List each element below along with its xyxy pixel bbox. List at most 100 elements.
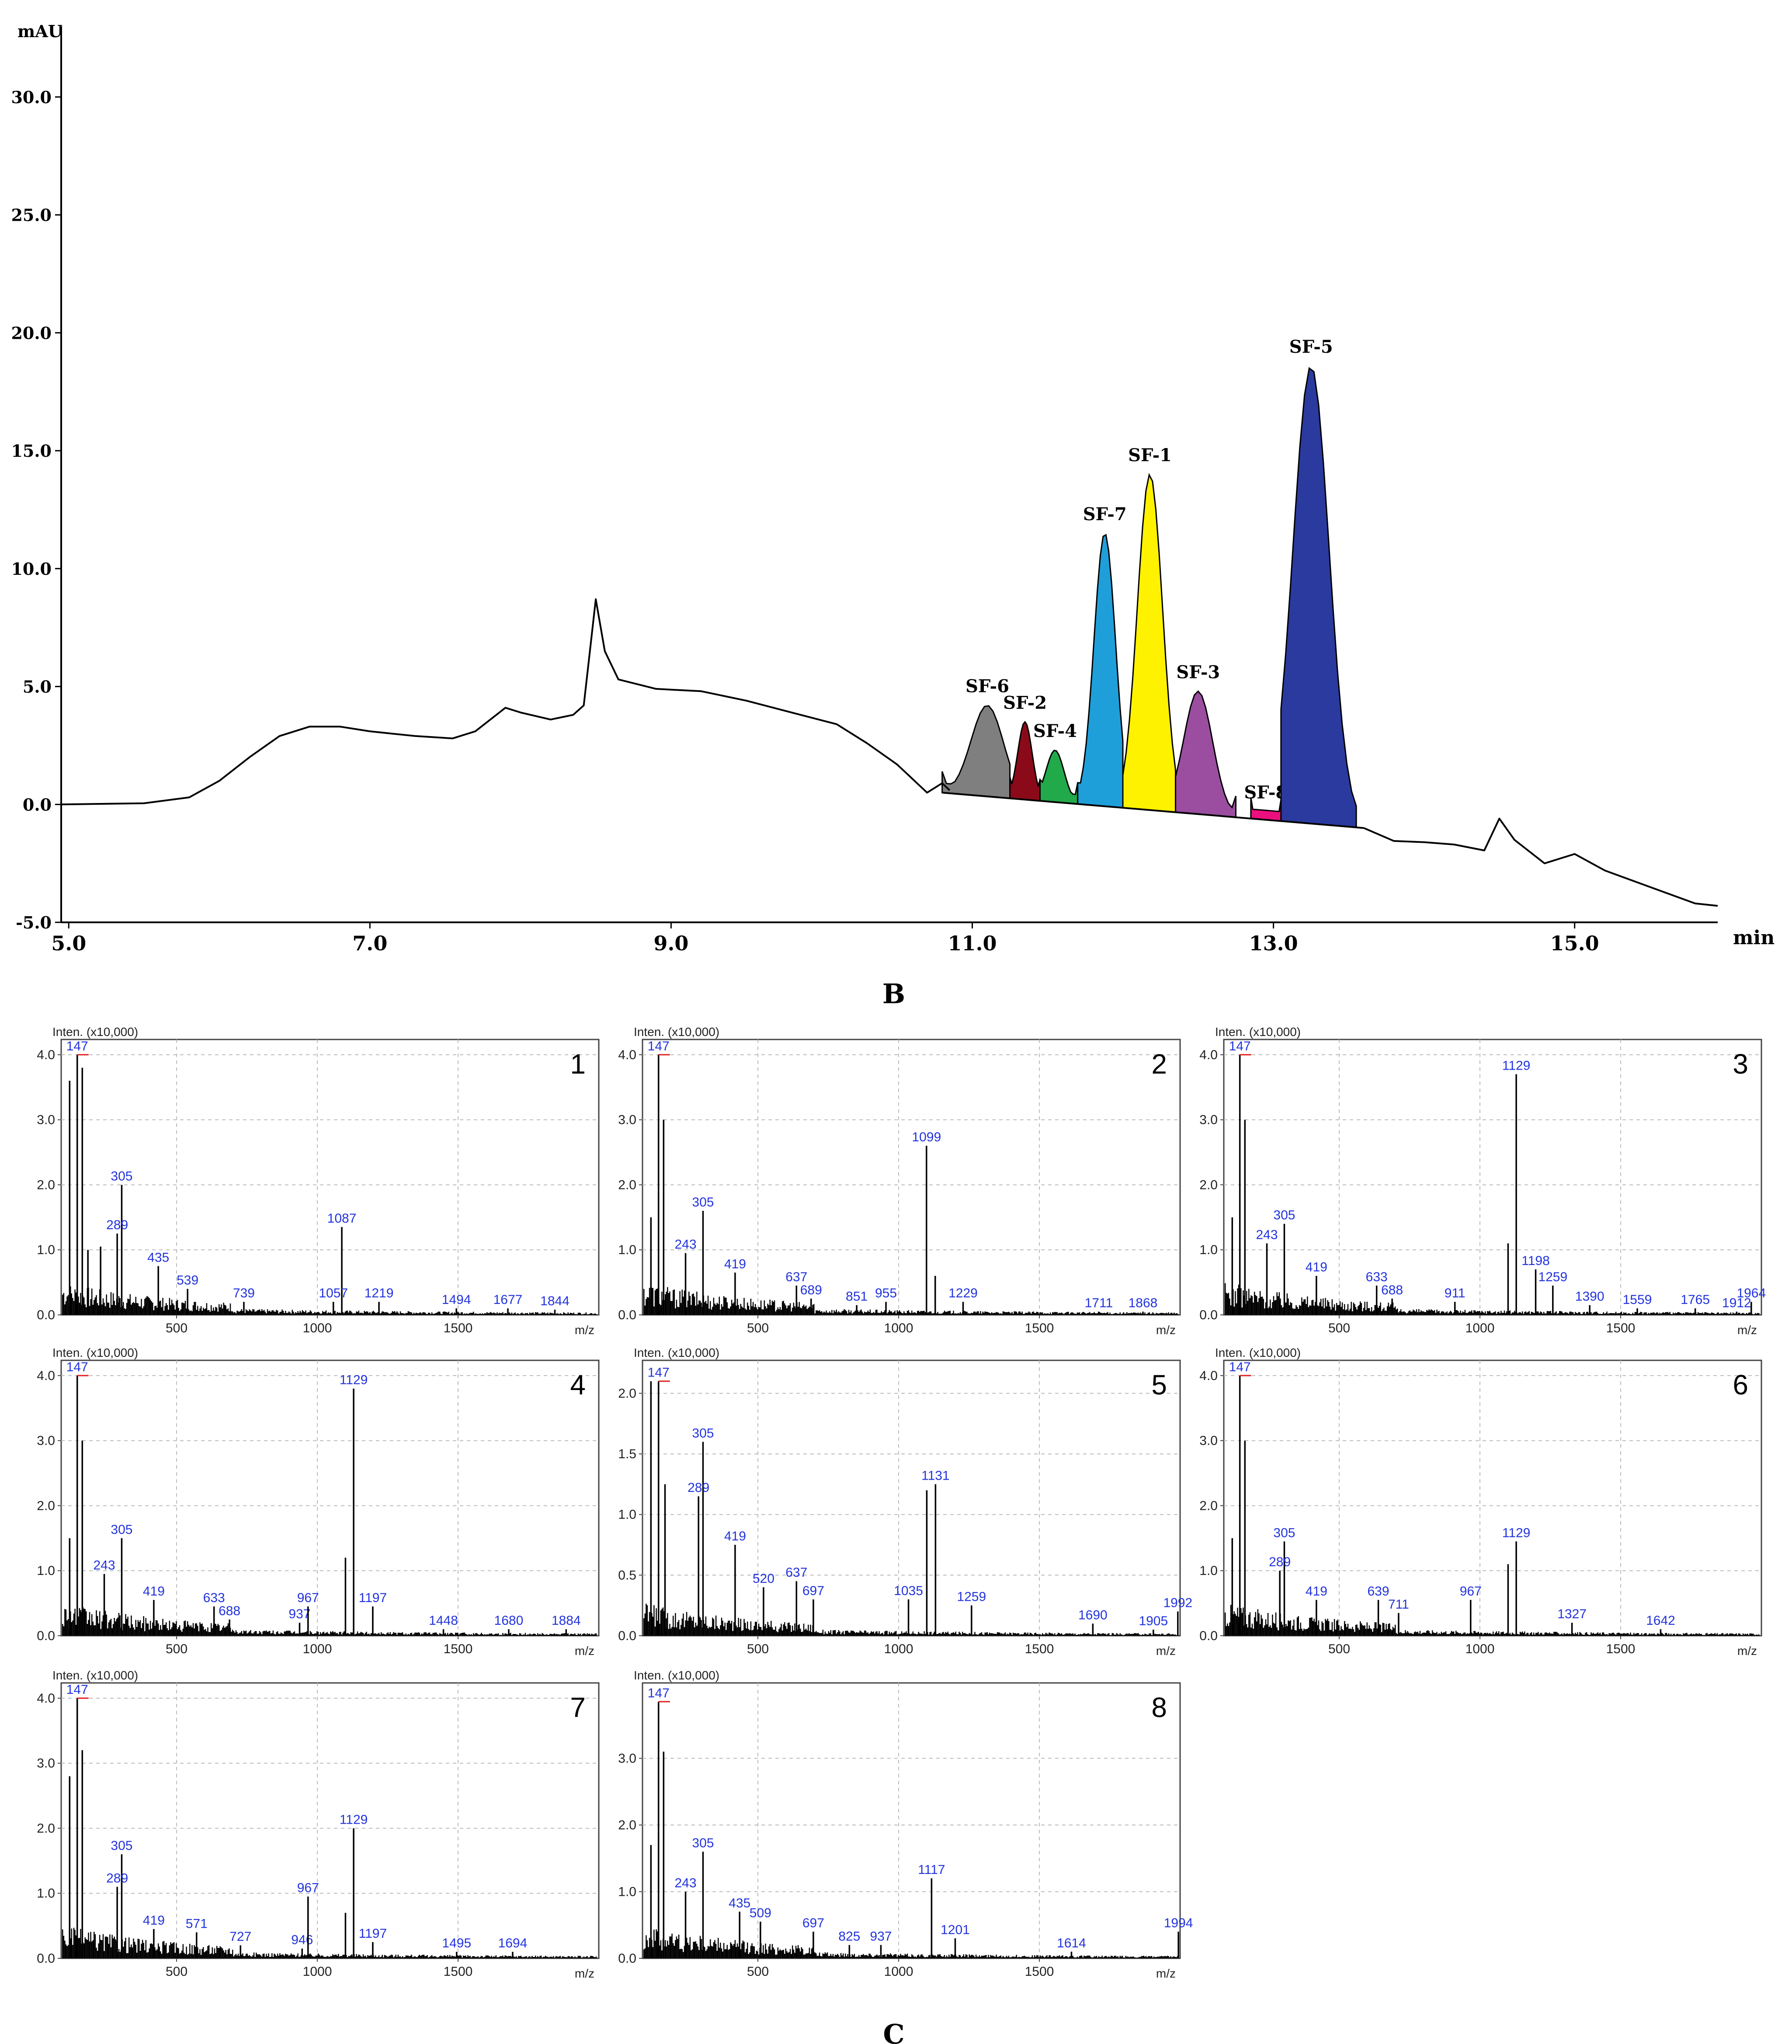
peak-mz-label: 1844: [540, 1294, 570, 1308]
peak-mz-label: 147: [66, 1682, 88, 1697]
spectrum-frame: [642, 1359, 1181, 1637]
spectrum-number: 7: [570, 1692, 586, 1723]
spectrum-frame: [60, 1359, 600, 1637]
peak-mz-label: 1129: [1502, 1059, 1531, 1073]
spectrum-2: Inten. (x10,000) 0.0 1.0 2.0 3.0 4.0 500 1000 15…: [618, 1025, 1181, 1337]
peak-mz-label: 1994: [1164, 1916, 1193, 1930]
y-tick-label: 1.0: [37, 1886, 55, 1901]
x-tick-label: 11.0: [948, 932, 997, 955]
peak-label: SF-3: [1176, 662, 1220, 682]
x-tick-label: 7.0: [352, 932, 387, 955]
y-tick-label: 4.0: [37, 1369, 55, 1383]
y-tick-label: 0.0: [37, 1951, 55, 1966]
peak-mz-label: 1099: [912, 1130, 941, 1144]
peak-sf-1: [1122, 473, 1177, 813]
spectrum-number: 4: [570, 1369, 586, 1401]
peak-mz-label: 1129: [340, 1812, 368, 1827]
peak-mz-label: 147: [1229, 1360, 1251, 1374]
peak-mz-label: 1219: [365, 1286, 394, 1300]
x-tick-label: 500: [166, 1964, 188, 1979]
peak-mz-label: 851: [846, 1290, 868, 1304]
peak-mz-label: 633: [1366, 1270, 1388, 1284]
x-tick-label: 1500: [1606, 1642, 1636, 1656]
peak-mz-label: 967: [297, 1591, 319, 1605]
x-tick-label: 500: [166, 1321, 188, 1335]
peak-mz-label: 688: [219, 1604, 240, 1618]
peak-mz-label: 147: [66, 1039, 88, 1053]
peak-label: SF-2: [1003, 692, 1047, 713]
y-tick-label: 1.0: [618, 1508, 636, 1522]
peak-sf-8: [1250, 797, 1282, 822]
intensity-axis-title: Inten. (x10,000): [634, 1346, 719, 1359]
x-tick-label: 1500: [444, 1964, 473, 1979]
x-axis-title: m/z: [1156, 1323, 1176, 1337]
spectrum-6: Inten. (x10,000) 0.0 1.0 2.0 3.0 4.0 500 1000 15…: [1199, 1346, 1762, 1658]
peak-mz-label: 1390: [1575, 1290, 1604, 1304]
peak-mz-label: 697: [802, 1916, 824, 1930]
peak-mz-label: 289: [1269, 1555, 1291, 1569]
y-tick-label: 1.0: [37, 1564, 55, 1578]
peak-mz-label: 1868: [1129, 1296, 1158, 1311]
x-tick-label: 5.0: [51, 932, 86, 955]
y-tick-label: 3.0: [37, 1756, 55, 1771]
peak-label: SF-4: [1033, 721, 1077, 741]
peak-mz-label: 639: [1368, 1584, 1389, 1599]
peak-mz-label: 243: [1256, 1227, 1278, 1242]
x-axis-title: m/z: [575, 1323, 594, 1337]
y-axis-title: mAU: [17, 21, 63, 41]
spectrum-frame: [60, 1039, 600, 1316]
peak-mz-label: 1035: [894, 1584, 923, 1598]
x-tick-label: 1500: [444, 1321, 473, 1335]
intensity-axis-title: Inten. (x10,000): [634, 1025, 719, 1039]
peak-mz-label: 243: [93, 1558, 115, 1573]
spectrum-frame: [1223, 1359, 1762, 1637]
peak-mz-label: 1680: [494, 1613, 524, 1628]
peak-mz-label: 727: [229, 1929, 251, 1944]
peak-mz-label: 946: [291, 1933, 313, 1947]
y-tick-label: 2.0: [618, 1818, 636, 1832]
y-tick-label: 1.0: [618, 1243, 636, 1257]
peak-mz-label: 1129: [340, 1373, 368, 1387]
peak-mz-label: 1087: [327, 1211, 357, 1226]
peak-mz-label: 911: [1445, 1286, 1466, 1300]
panel-label-b: B: [882, 978, 905, 1010]
intensity-axis-title: Inten. (x10,000): [52, 1346, 138, 1359]
x-tick-label: 1000: [884, 1642, 913, 1656]
spectrum-frame: [1223, 1039, 1762, 1316]
peak-mz-label: 289: [106, 1871, 128, 1885]
peak-sf-5: [1280, 367, 1357, 828]
peak-mz-label: 697: [802, 1584, 824, 1598]
signal-trace: [61, 598, 951, 806]
peak-mz-label: 1711: [1085, 1296, 1113, 1311]
peak-mz-label: 1201: [941, 1922, 970, 1937]
peak-mz-label: 305: [111, 1523, 132, 1537]
y-tick-label: 4.0: [1199, 1369, 1218, 1383]
intensity-axis-title: Inten. (x10,000): [52, 1669, 138, 1682]
peak-mz-label: 1559: [1623, 1293, 1652, 1307]
y-tick-label: 2.0: [37, 1498, 55, 1513]
x-axis-title: m/z: [575, 1967, 594, 1980]
y-tick-label: 2.0: [618, 1386, 636, 1401]
y-tick-label: 1.0: [1199, 1564, 1218, 1578]
spectrum-5: Inten. (x10,000) 0.0 0.5 1.0 1.5 2.0 500 1000 15…: [618, 1346, 1192, 1658]
intensity-axis-title: Inten. (x10,000): [1215, 1025, 1301, 1039]
y-tick-label: 0.0: [618, 1629, 636, 1643]
peak-mz-label: 419: [1306, 1260, 1327, 1275]
y-tick-label: -5.0: [16, 913, 52, 932]
peak-mz-label: 1494: [442, 1293, 471, 1307]
y-tick-label: 10.0: [11, 559, 52, 579]
peak-mz-label: 305: [692, 1426, 714, 1440]
spectrum-number: 6: [1733, 1369, 1748, 1401]
x-tick-label: 1000: [884, 1964, 913, 1979]
peak-mz-label: 147: [648, 1366, 670, 1380]
x-tick-label: 1000: [303, 1964, 332, 1979]
x-tick-label: 1500: [1025, 1964, 1054, 1979]
peak-sf-4: [1039, 750, 1079, 805]
peak-sf-2: [1009, 720, 1041, 802]
y-tick-label: 30.0: [11, 87, 52, 107]
y-tick-label: 0.0: [37, 1308, 55, 1322]
peak-mz-label: 147: [648, 1686, 670, 1700]
peak-mz-label: 509: [750, 1906, 771, 1920]
peak-mz-label: 967: [1460, 1584, 1482, 1599]
